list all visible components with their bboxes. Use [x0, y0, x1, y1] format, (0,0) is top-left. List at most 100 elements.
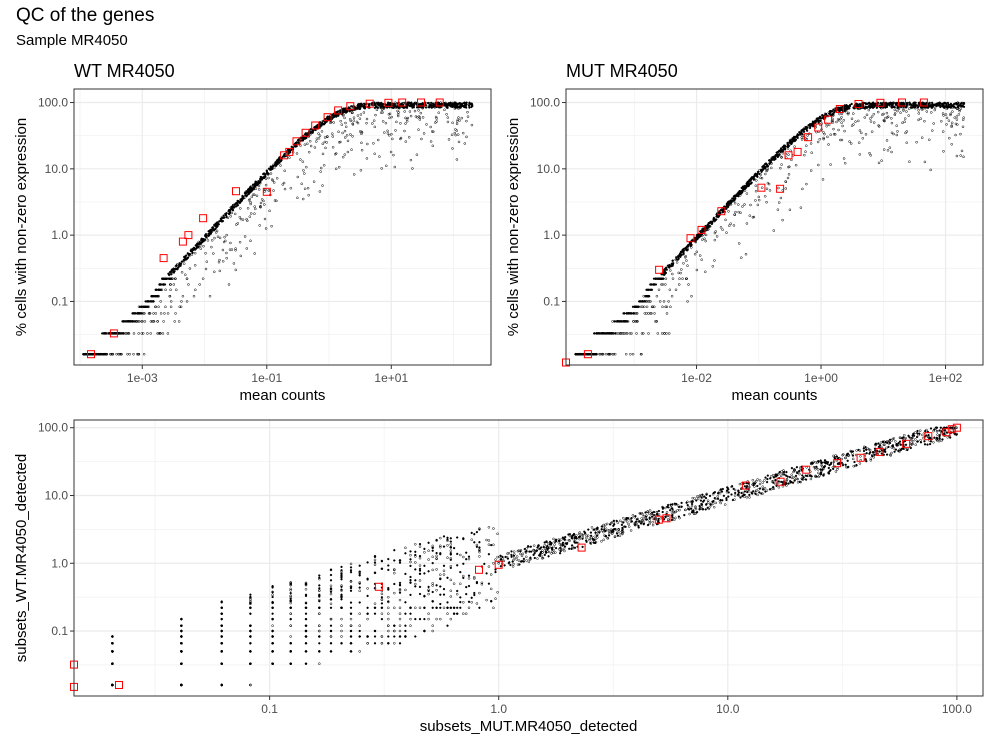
gene-point	[362, 102, 366, 105]
gene-point	[204, 233, 208, 236]
gene-point	[649, 288, 652, 291]
gene-point	[423, 629, 426, 633]
gene-point	[380, 617, 384, 621]
gene-point	[730, 493, 733, 496]
gene-point	[610, 332, 613, 335]
gene-point	[347, 106, 350, 109]
gene-point	[157, 305, 160, 309]
gene-point	[459, 606, 462, 609]
gene-point	[414, 585, 417, 588]
x-axis-title: mean counts	[240, 387, 326, 404]
gene-point	[275, 177, 279, 180]
y-tick-label: 10.0	[45, 162, 69, 176]
gene-point	[781, 150, 784, 153]
panel-title-wt: WT MR4050	[74, 61, 175, 81]
gene-point	[164, 288, 167, 292]
gene-point	[210, 245, 213, 249]
gene-point	[699, 234, 702, 238]
gene-point	[950, 104, 954, 107]
gene-point	[360, 141, 363, 145]
gene-point	[245, 190, 248, 193]
gene-point	[465, 119, 468, 123]
gene-point	[166, 332, 170, 335]
gene-point	[253, 212, 256, 215]
gene-point	[455, 129, 459, 132]
gene-point	[470, 105, 473, 109]
gene-point	[259, 201, 263, 205]
gene-point	[730, 485, 734, 488]
gene-point	[675, 256, 678, 259]
gene-point	[844, 107, 847, 111]
gene-point	[358, 117, 362, 120]
gene-point	[229, 211, 232, 214]
gene-point	[429, 125, 432, 129]
gene-point	[213, 270, 216, 274]
gene-point	[930, 104, 934, 107]
gene-point	[352, 173, 356, 176]
gene-point	[304, 612, 308, 615]
gene-point	[456, 102, 460, 106]
gene-point	[928, 442, 932, 446]
gene-point	[349, 571, 353, 574]
gene-point	[262, 172, 266, 175]
gene-point	[172, 283, 176, 286]
gene-point	[423, 606, 426, 609]
gene-point	[620, 320, 623, 323]
gene-point	[908, 103, 912, 106]
gene-point	[414, 568, 417, 571]
y-tick-label: 1.0	[51, 228, 68, 242]
gene-point	[700, 229, 703, 232]
gene-point	[132, 352, 135, 356]
gene-point	[778, 149, 781, 153]
gene-point	[421, 102, 424, 105]
gene-point	[465, 585, 468, 589]
gene-point	[387, 557, 390, 561]
gene-point	[867, 102, 870, 105]
gene-point	[581, 545, 584, 549]
gene-point	[320, 130, 324, 133]
x-axis-title: mean counts	[732, 387, 818, 404]
gene-point	[358, 564, 361, 567]
gene-point	[358, 629, 361, 633]
gene-point	[276, 161, 279, 164]
gene-point	[478, 606, 481, 609]
gene-point	[421, 116, 425, 119]
gene-point	[213, 228, 216, 231]
gene-point	[712, 216, 716, 220]
y-tick-label: 10.0	[537, 162, 561, 176]
gene-point	[246, 207, 250, 210]
gene-point	[439, 602, 442, 606]
gene-point	[554, 538, 558, 541]
gene-point	[170, 273, 173, 276]
gene-point	[414, 550, 417, 553]
gene-point	[216, 224, 219, 228]
gene-point	[225, 215, 228, 219]
gene-point	[356, 105, 359, 108]
gene-point	[271, 595, 274, 599]
gene-point	[418, 617, 422, 621]
gene-point	[581, 353, 584, 356]
gene-point	[442, 587, 446, 591]
gene-point	[376, 106, 380, 109]
gene-point	[705, 493, 708, 496]
gene-point	[328, 115, 331, 118]
gene-point	[473, 591, 476, 595]
gene-point	[155, 295, 158, 298]
gene-point	[941, 105, 944, 108]
gene-point	[678, 254, 681, 258]
gene-point	[737, 194, 740, 197]
gene-point	[398, 583, 402, 587]
gene-point	[379, 106, 382, 109]
gene-point	[418, 572, 422, 575]
y-tick-label: 0.1	[543, 294, 560, 308]
gene-point	[750, 177, 753, 180]
gene-point	[467, 104, 471, 107]
gene-point	[451, 121, 454, 125]
gene-point	[200, 237, 203, 240]
gene-point	[238, 201, 242, 204]
gene-point	[734, 491, 737, 495]
gene-point	[180, 271, 184, 274]
gene-point	[289, 617, 292, 621]
gene-point	[430, 104, 434, 107]
gene-point	[183, 259, 186, 262]
